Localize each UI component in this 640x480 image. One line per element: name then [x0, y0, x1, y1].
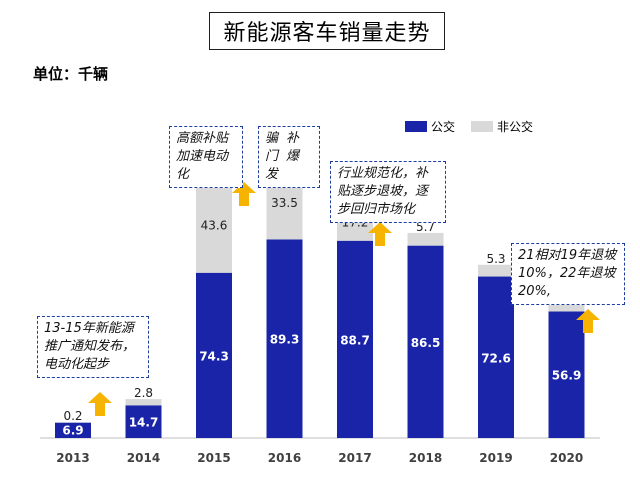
annotation-2016: 骗补门爆发	[258, 126, 320, 188]
bar-bus-2020	[548, 311, 585, 438]
bar-bus-2019	[478, 276, 514, 438]
label-nonbus-2019: 5.3	[486, 252, 505, 266]
label-nonbus-2018: 5.7	[416, 220, 435, 234]
x-tick-2014: 2014	[127, 451, 160, 465]
bar-bus-2016	[266, 239, 303, 438]
up-arrow-icon	[88, 392, 112, 416]
bar-nonbus-2015	[196, 175, 232, 273]
chart-title: 新能源客车销量走势	[209, 12, 445, 50]
bar-bus-2013	[55, 422, 91, 438]
x-tick-2015: 2015	[197, 451, 230, 465]
legend-label-nonbus: 非公交	[497, 120, 534, 134]
x-tick-2017: 2017	[338, 451, 371, 465]
annotation-2015: 高额补贴加速电动化	[169, 126, 243, 188]
up-arrow-icon	[232, 182, 256, 206]
bar-bus-2014	[125, 405, 162, 438]
legend-swatch-bus	[405, 121, 427, 132]
annotation-2020: 21相对19年退坡10%，22年退坡20%,	[511, 243, 625, 305]
label-nonbus-2015: 43.6	[201, 218, 228, 232]
up-arrow-icon	[576, 309, 600, 333]
label-nonbus-2014: 2.8	[134, 386, 153, 400]
bar-bus-2018	[407, 245, 444, 438]
x-tick-2020: 2020	[550, 451, 583, 465]
legend-swatch-nonbus	[471, 121, 494, 132]
bar-bus-2017	[337, 240, 373, 438]
bar-nonbus-2018	[407, 232, 444, 246]
legend-item-bus: 公交	[405, 118, 455, 135]
bar-bus-2015	[196, 272, 232, 438]
label-bus-2017: 88.7	[340, 333, 370, 347]
legend: 公交 非公交	[405, 118, 549, 135]
label-bus-2018: 86.5	[411, 336, 441, 350]
label-bus-2013: 6.9	[62, 423, 83, 437]
x-tick-2016: 2016	[268, 451, 301, 465]
unit-label: 单位：千辆	[33, 65, 109, 83]
label-bus-2020: 56.9	[552, 369, 582, 383]
legend-label-bus: 公交	[431, 120, 456, 134]
x-tick-2013: 2013	[56, 451, 89, 465]
annotation-2017: 行业规范化，补贴逐步退坡，逐步回归市场化	[330, 161, 446, 223]
label-bus-2019: 72.6	[481, 351, 511, 365]
label-nonbus-2013: 0.2	[63, 409, 82, 423]
label-bus-2016: 89.3	[270, 333, 300, 347]
annotation-2013-2015: 13-15年新能源推广通知发布，电动化起步	[37, 316, 149, 378]
label-nonbus-2016: 33.5	[271, 196, 298, 210]
bar-nonbus-2019	[478, 264, 514, 277]
bar-nonbus-2014	[125, 399, 162, 406]
up-arrow-icon	[368, 222, 392, 246]
label-bus-2015: 74.3	[199, 349, 229, 363]
x-tick-2018: 2018	[409, 451, 442, 465]
x-tick-2019: 2019	[479, 451, 512, 465]
legend-item-nonbus: 非公交	[471, 118, 533, 135]
label-bus-2014: 14.7	[129, 416, 159, 430]
